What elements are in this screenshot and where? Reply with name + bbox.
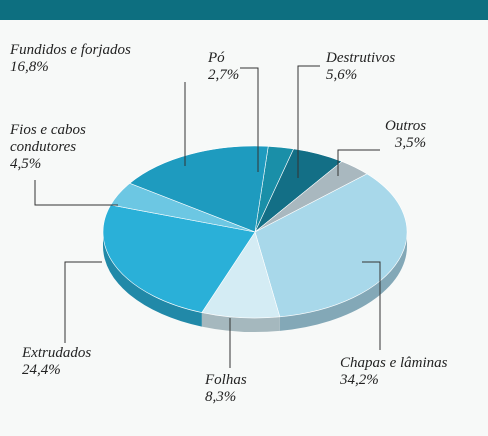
category-label: Outros xyxy=(385,118,427,134)
label: Outros 3,5% xyxy=(385,118,426,152)
leader-line xyxy=(337,149,380,176)
pie-slice-side xyxy=(103,232,202,327)
category-label: Extrudados xyxy=(22,345,92,361)
category-label: Folhas xyxy=(205,372,247,388)
category-label: Fundidos e forjados xyxy=(10,42,131,58)
label: Folhas 8,3% xyxy=(205,372,247,406)
leader-line xyxy=(34,180,118,206)
category-label: Chapas e lâminas xyxy=(340,355,448,371)
value-label: 3,5% xyxy=(394,135,427,151)
value-label: 2,7% xyxy=(208,67,240,83)
leader-line xyxy=(64,261,102,343)
label: Extrudados 24,4% xyxy=(22,345,91,379)
value-label: 8,3% xyxy=(205,389,237,405)
pie-slice-side xyxy=(279,232,407,331)
value-label: 5,6% xyxy=(326,67,358,83)
label: Chapas e lâminas 34,2% xyxy=(340,355,448,389)
pie-slice-side xyxy=(201,312,280,332)
pie-slice xyxy=(129,145,269,233)
header-band xyxy=(0,0,488,20)
label: Fundidos e forjados 16,8% xyxy=(10,42,131,76)
category-label: Destrutivos xyxy=(326,50,396,66)
label: Pó 2,7% xyxy=(208,50,239,84)
value-label: 4,5% xyxy=(10,156,42,172)
leader-lines xyxy=(34,65,381,368)
leader-line xyxy=(297,65,320,178)
category-label: Fios e cabos condutores xyxy=(10,122,86,155)
value-label: 34,2% xyxy=(340,372,379,388)
category-label: Pó xyxy=(208,50,225,66)
label: Fios e cabos condutores 4,5% xyxy=(10,122,120,173)
leader-line xyxy=(362,261,381,350)
pie-slice xyxy=(102,204,256,313)
leader-line xyxy=(240,67,259,172)
value-label: 24,4% xyxy=(22,362,61,378)
pie-slice xyxy=(254,173,408,318)
pie xyxy=(102,145,408,332)
label: Destrutivos 5,6% xyxy=(326,50,395,84)
value-label: 16,8% xyxy=(10,59,49,75)
